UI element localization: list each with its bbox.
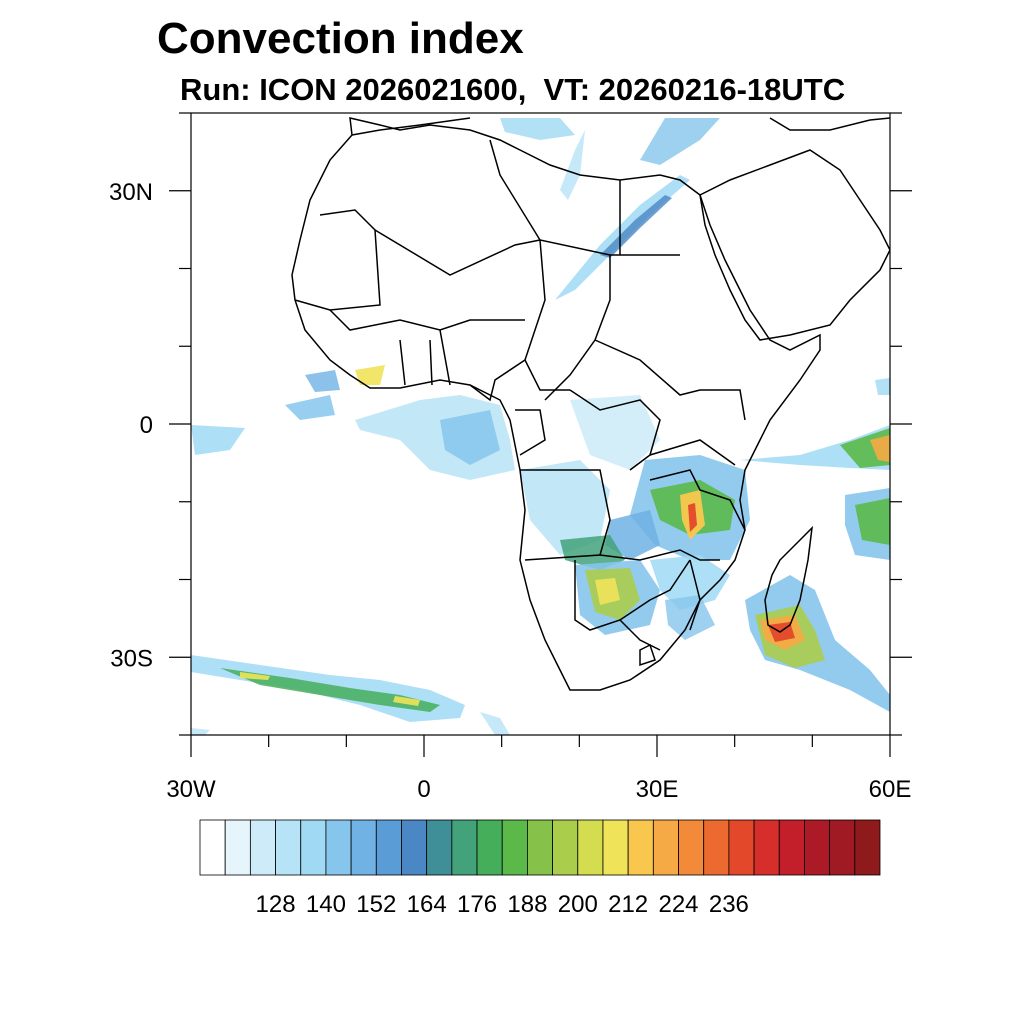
field-blob [285, 395, 335, 420]
colorbar-swatch [375, 819, 402, 876]
field-blob [650, 555, 730, 610]
field-blob [191, 425, 245, 455]
colorbar-label: 212 [608, 891, 648, 918]
colorbar-swatch [829, 819, 856, 876]
colorbar-swatch [552, 819, 579, 876]
colorbar-label: 152 [356, 891, 396, 918]
x-tick-label: 0 [417, 776, 430, 803]
x-tick-label: 60E [869, 776, 912, 803]
field-blob [595, 578, 620, 605]
colorbar-swatch [451, 819, 478, 876]
colorbar-label: 140 [306, 891, 346, 918]
coastlines-and-borders [291, 117, 890, 691]
colorbar-swatch [275, 819, 302, 876]
x-tick-label: 30E [636, 776, 679, 803]
colorbar-labels: 128 140 152 164 176 188 200 212 224 236 [256, 891, 749, 918]
field-blob [220, 668, 440, 712]
colorbar-swatch [350, 819, 377, 876]
colorbar-swatch [199, 819, 226, 876]
field-blob [855, 498, 890, 545]
colorbar-swatch [426, 819, 453, 876]
x-axis-labels: 30W 0 30E 60E [166, 776, 911, 803]
field-blob [640, 118, 720, 165]
colorbar-label: 224 [658, 891, 698, 918]
colorbar-swatch [224, 819, 251, 876]
y-tick-label: 0 [140, 412, 153, 439]
field-blob [560, 535, 625, 570]
field-blob [870, 435, 890, 462]
colorbar-swatch [527, 819, 553, 876]
field-blob [665, 595, 715, 640]
colorbar-label: 200 [558, 891, 598, 918]
colorbar-swatch [325, 819, 352, 876]
chart-title: Convection index [157, 14, 524, 63]
colorbar-swatch [854, 819, 881, 876]
colorbar-swatch [602, 819, 629, 876]
colorbar-label: 164 [407, 891, 447, 918]
colorbar-swatch [703, 819, 730, 876]
colorbar-swatch [577, 819, 604, 876]
colorbar [199, 819, 881, 876]
field-blob [688, 503, 697, 532]
colorbar-swatch [652, 819, 679, 876]
colorbar-swatch [678, 819, 705, 876]
colorbar-swatch [778, 819, 805, 876]
field-blob [560, 130, 585, 200]
field-blob [440, 410, 500, 465]
field-blob [240, 672, 270, 680]
field-blob [500, 118, 575, 140]
colorbar-swatch [804, 819, 831, 876]
colorbar-swatch [728, 819, 755, 876]
field-blob [191, 728, 210, 735]
field-blob [605, 510, 660, 560]
colorbar-label: 176 [457, 891, 497, 918]
colorbar-label: 236 [709, 891, 749, 918]
colorbar-swatch [401, 819, 428, 876]
colorbar-swatch [753, 819, 780, 876]
field-blob [480, 712, 510, 735]
y-axis-labels: 30N 0 30S [109, 179, 153, 673]
colorbar-label: 188 [507, 891, 547, 918]
field-blob [355, 365, 385, 385]
convection-field-layer [191, 118, 890, 735]
x-tick-label: 30W [166, 776, 216, 803]
colorbar-swatch [476, 819, 503, 876]
colorbar-swatch [300, 819, 327, 876]
field-blob [305, 370, 340, 392]
field-blob [875, 378, 890, 395]
field-blob [600, 195, 672, 258]
axis-ticks [169, 112, 912, 757]
colorbar-swatch [627, 819, 654, 876]
y-tick-label: 30S [110, 645, 153, 672]
field-blob [520, 460, 610, 555]
y-tick-label: 30N [109, 179, 153, 206]
colorbar-swatch [501, 819, 528, 876]
colorbar-swatch [249, 819, 276, 876]
chart-subtitle: Run: ICON 2026021600, VT: 20260216-18UTC [180, 72, 846, 107]
field-blob [570, 395, 660, 470]
colorbar-label: 128 [256, 891, 296, 918]
field-blob [393, 696, 420, 706]
